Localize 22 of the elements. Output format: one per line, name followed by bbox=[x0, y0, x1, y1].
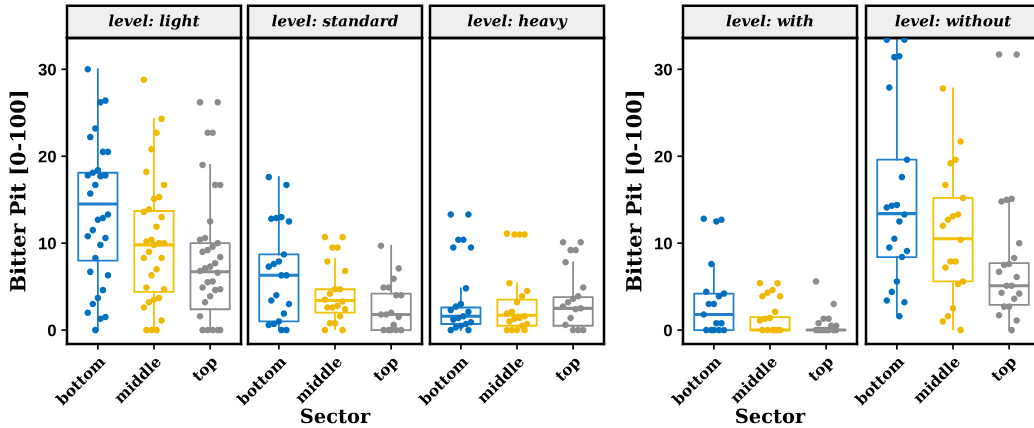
y-tick-label: 20 bbox=[654, 150, 672, 163]
y-tick-label: 10 bbox=[39, 237, 56, 250]
y-tick-label: 10 bbox=[655, 237, 672, 250]
chart-title: level: heavy bbox=[467, 14, 568, 30]
chart-title: level: standard bbox=[272, 14, 399, 27]
chart-title: level: with bbox=[726, 14, 813, 27]
y-tick-label: 20 bbox=[38, 150, 56, 163]
x-tick-label: top bbox=[554, 355, 584, 385]
x-axis-title: Sector bbox=[301, 408, 371, 424]
x-axis-title: Sector bbox=[736, 408, 806, 424]
x-tick-label: top bbox=[807, 355, 837, 385]
y-tick-label: 30 bbox=[38, 63, 56, 76]
x-tick-label: top bbox=[191, 355, 221, 385]
chart-title: level: light bbox=[108, 14, 200, 30]
y-axis-title: Bitter Pit [0-100] bbox=[625, 92, 645, 292]
x-tick-label: top bbox=[372, 355, 402, 385]
y-tick-label: 30 bbox=[654, 63, 672, 76]
y-axis-title: Bitter Pit [0-100] bbox=[9, 92, 29, 292]
x-tick-label: top bbox=[990, 355, 1020, 385]
y-tick-label: 0 bbox=[47, 324, 56, 337]
y-tick-label: 0 bbox=[663, 324, 672, 337]
chart-title: level: without bbox=[895, 14, 1012, 27]
